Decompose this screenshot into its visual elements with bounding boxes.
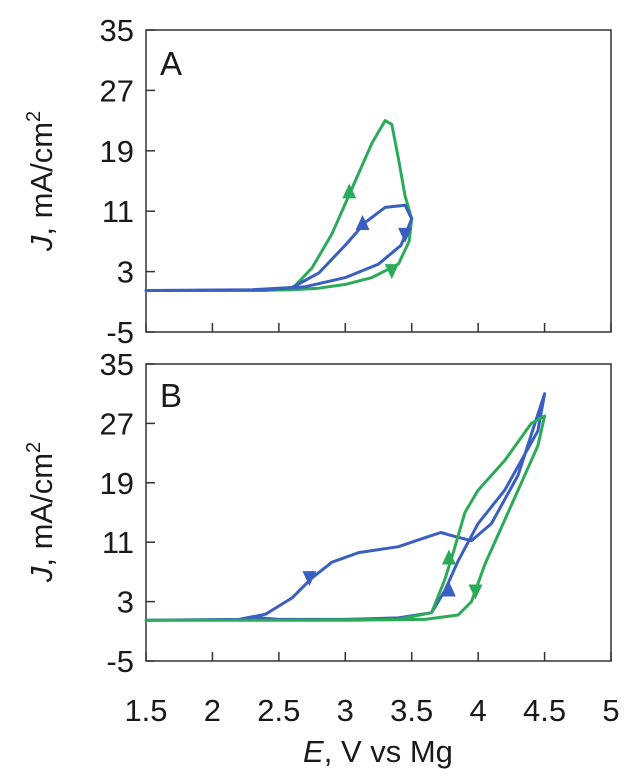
series-line [144, 203, 414, 292]
y-tick-label: 19 [100, 134, 134, 169]
panel-b-y-label-symbol: J [24, 566, 59, 583]
panel-a-y-label-superscript: 2 [23, 111, 45, 122]
y-tick-label: 3 [117, 255, 134, 290]
series-line [144, 119, 414, 292]
x-tick-label: 2 [204, 693, 221, 728]
panel-b-y-axis-title: J, mA/cm2 [23, 442, 59, 583]
series-line [144, 392, 547, 622]
panel-a-curves [144, 119, 414, 292]
x-label-units: , V vs Mg [324, 734, 453, 769]
y-tick-label: 11 [102, 525, 134, 560]
x-tick-label: 5 [602, 693, 619, 728]
panel-a-y-ticks: 35 27 19 11 3 -5 [100, 13, 155, 350]
y-tick-label: 27 [100, 73, 134, 108]
x-tick-label: 2.5 [257, 693, 300, 728]
y-tick-label: 35 [100, 13, 134, 48]
panel-b-letter: B [160, 377, 182, 414]
panel-b-y-label-superscript: 2 [23, 442, 45, 453]
panel-b-y-label-units: , mA/cm [24, 453, 59, 567]
x-tick-label: 3 [337, 693, 354, 728]
y-tick-label: 11 [102, 194, 134, 229]
x-tick-label: 4 [470, 693, 487, 728]
panel-a-y-label-units: , mA/cm [24, 122, 59, 236]
x-tick-label: 1.5 [124, 693, 167, 728]
y-tick-label: 27 [100, 406, 134, 441]
y-tick-label: 3 [117, 585, 134, 620]
x-tick-label: 4.5 [523, 693, 566, 728]
x-axis-title: E, V vs Mg [303, 734, 453, 769]
panel-a-x-ticks [145, 323, 612, 332]
direction-arrow [398, 227, 413, 243]
y-tick-label: 35 [100, 347, 134, 382]
direction-arrow [468, 584, 483, 600]
y-tick-label: -5 [106, 315, 134, 350]
y-tick-label: 19 [100, 466, 134, 501]
panel-b-frame [145, 363, 612, 662]
panel-b-x-tick-labels: 1.5 2 2.5 3 3.5 4 4.5 5 [124, 693, 619, 728]
panel-a-frame [145, 29, 612, 333]
panel-a-y-label-symbol: J [24, 235, 59, 252]
x-tick-label: 3.5 [390, 693, 433, 728]
direction-arrow [441, 581, 456, 597]
x-label-symbol: E [303, 734, 324, 769]
series-line [144, 414, 547, 622]
panel-a-y-axis-title: J, mA/cm2 [23, 111, 59, 252]
direction-arrow [342, 183, 357, 199]
direction-arrow [302, 571, 317, 587]
direction-arrow [384, 264, 399, 280]
panel-b-curves [144, 392, 547, 622]
direction-arrow [441, 549, 456, 565]
panel-b-x-ticks [145, 652, 612, 661]
panel-a-letter: A [160, 45, 182, 82]
y-tick-label: -5 [106, 644, 134, 679]
panel-a: A 35 27 19 11 3 -5 J, mA/cm2 [23, 13, 612, 350]
direction-arrow [355, 215, 370, 231]
panel-b-y-ticks: 35 27 19 11 3 -5 [100, 347, 155, 679]
